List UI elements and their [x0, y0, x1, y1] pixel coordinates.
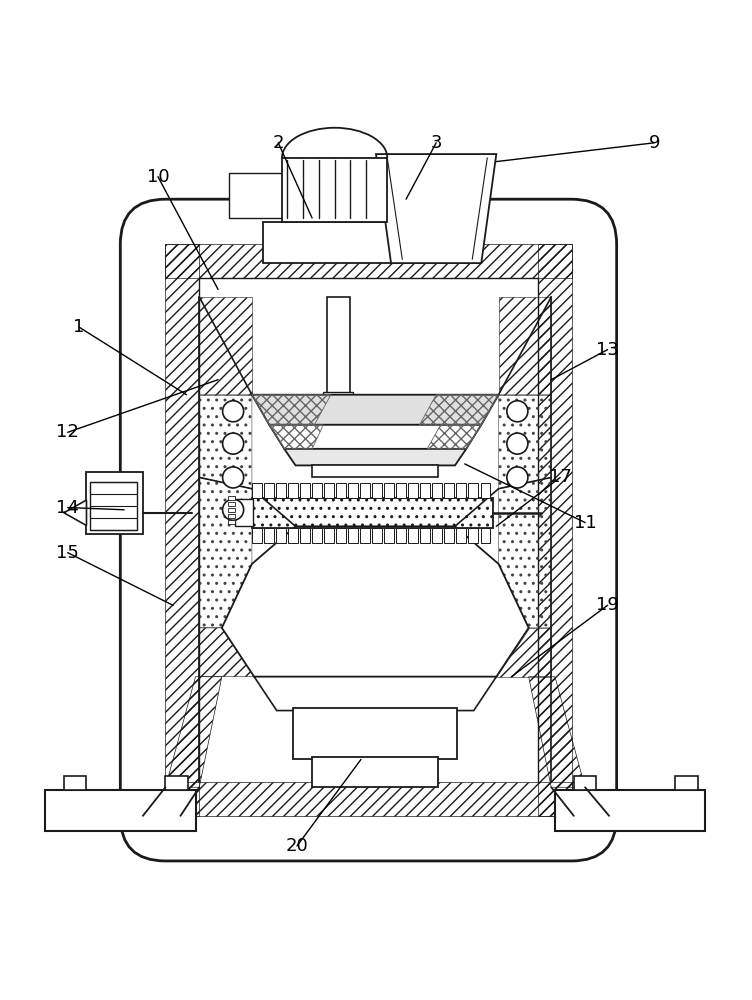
Polygon shape: [252, 395, 499, 425]
Bar: [86, 472, 143, 534]
Polygon shape: [64, 500, 86, 526]
Text: 3: 3: [430, 134, 442, 152]
Bar: [675, 776, 698, 790]
Bar: [372, 483, 382, 498]
Bar: [408, 483, 418, 498]
Bar: [444, 528, 454, 543]
Bar: [555, 790, 705, 831]
Bar: [327, 297, 350, 395]
Text: 1: 1: [73, 318, 85, 336]
Bar: [396, 528, 406, 543]
Bar: [235, 499, 253, 526]
Bar: [574, 776, 596, 790]
Bar: [323, 392, 353, 406]
Polygon shape: [284, 449, 466, 465]
Bar: [420, 483, 430, 498]
Bar: [456, 528, 466, 543]
Bar: [165, 776, 188, 790]
Bar: [228, 496, 235, 500]
Bar: [372, 528, 382, 543]
Circle shape: [507, 401, 528, 422]
Bar: [288, 528, 298, 543]
Bar: [336, 483, 346, 498]
Bar: [481, 483, 490, 498]
Circle shape: [223, 499, 244, 520]
Circle shape: [223, 433, 244, 454]
Bar: [252, 483, 262, 498]
Circle shape: [223, 401, 244, 422]
Bar: [468, 528, 478, 543]
Bar: [252, 498, 493, 528]
Bar: [263, 222, 478, 263]
Polygon shape: [222, 526, 529, 677]
Bar: [276, 528, 286, 543]
Text: 15: 15: [56, 544, 79, 562]
Text: 14: 14: [56, 499, 79, 517]
Bar: [228, 508, 235, 512]
Polygon shape: [312, 465, 438, 477]
Bar: [432, 528, 442, 543]
Bar: [264, 483, 274, 498]
Bar: [384, 483, 394, 498]
Bar: [228, 502, 235, 506]
Polygon shape: [269, 425, 481, 449]
Bar: [324, 483, 334, 498]
Bar: [228, 520, 235, 524]
Bar: [396, 483, 406, 498]
Text: 19: 19: [596, 596, 619, 614]
Text: 9: 9: [648, 134, 660, 152]
Bar: [336, 528, 346, 543]
Bar: [276, 483, 286, 498]
Bar: [288, 483, 298, 498]
Circle shape: [507, 467, 528, 488]
Bar: [228, 514, 235, 518]
Text: 10: 10: [147, 168, 169, 186]
Bar: [384, 528, 394, 543]
Bar: [282, 158, 387, 222]
Bar: [45, 790, 196, 831]
Polygon shape: [376, 154, 496, 263]
Text: 20: 20: [286, 837, 308, 855]
Text: 12: 12: [56, 423, 79, 441]
Bar: [420, 528, 430, 543]
Bar: [348, 483, 358, 498]
Bar: [300, 483, 310, 498]
Bar: [312, 528, 322, 543]
Circle shape: [223, 467, 244, 488]
Polygon shape: [254, 677, 496, 711]
Bar: [90, 482, 137, 530]
Text: 13: 13: [596, 341, 619, 359]
Bar: [264, 528, 274, 543]
Bar: [456, 483, 466, 498]
Bar: [348, 528, 358, 543]
Bar: [229, 173, 284, 218]
Circle shape: [507, 433, 528, 454]
Bar: [293, 708, 457, 759]
Bar: [252, 528, 262, 543]
Text: 2: 2: [272, 134, 284, 152]
Bar: [360, 483, 370, 498]
Bar: [64, 776, 86, 790]
Bar: [312, 483, 322, 498]
Bar: [300, 528, 310, 543]
Bar: [432, 483, 442, 498]
Bar: [444, 483, 454, 498]
Text: 17: 17: [549, 468, 572, 486]
Bar: [408, 528, 418, 543]
Bar: [312, 757, 438, 787]
Bar: [324, 528, 334, 543]
Bar: [481, 528, 490, 543]
FancyBboxPatch shape: [120, 199, 617, 861]
Bar: [468, 483, 478, 498]
Bar: [360, 528, 370, 543]
Text: 11: 11: [574, 514, 596, 532]
